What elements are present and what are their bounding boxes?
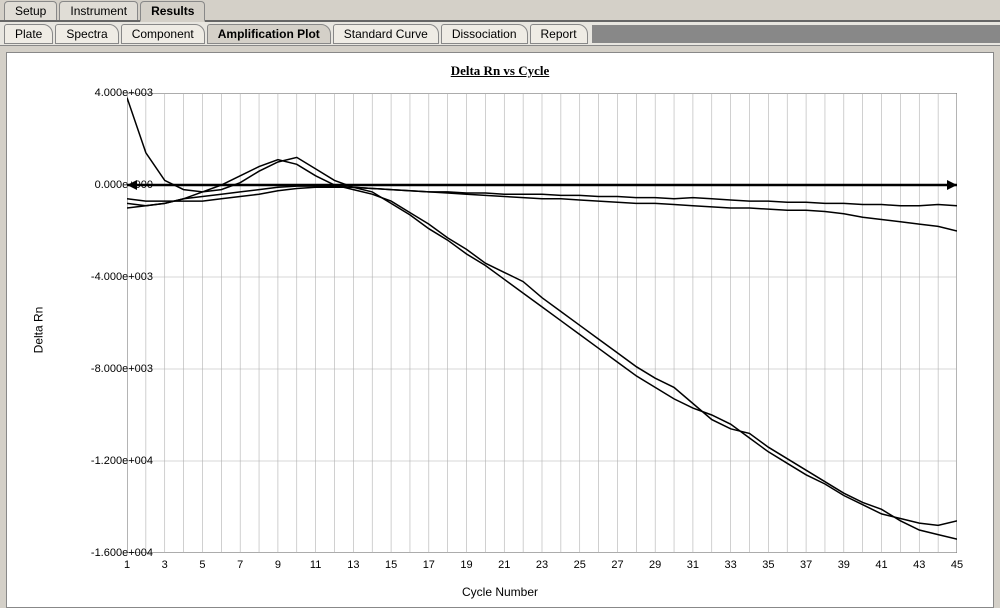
x-tick-label: 25 <box>574 559 586 571</box>
y-tick-label: 0.000e+000 <box>73 179 153 191</box>
x-tick-label: 11 <box>310 559 321 571</box>
x-tick-label: 7 <box>237 559 243 571</box>
x-axis-label: Cycle Number <box>462 585 538 599</box>
y-tick-label: 4.000e+003 <box>73 87 153 99</box>
x-tick-label: 33 <box>725 559 737 571</box>
y-tick-label: -1.600e+004 <box>73 547 153 559</box>
x-tick-label: 19 <box>460 559 472 571</box>
x-tick-label: 45 <box>951 559 963 571</box>
x-tick-label: 15 <box>385 559 397 571</box>
x-tick-label: 31 <box>687 559 699 571</box>
sub-tab-component[interactable]: Component <box>121 24 205 44</box>
y-tick-label: -4.000e+003 <box>73 271 153 283</box>
top-tab-instrument[interactable]: Instrument <box>59 1 138 20</box>
sub-tab-bar: PlateSpectraComponentAmplification PlotS… <box>0 22 1000 46</box>
x-tick-label: 5 <box>199 559 205 571</box>
x-tick-label: 35 <box>762 559 774 571</box>
sub-tab-standard-curve[interactable]: Standard Curve <box>333 24 439 44</box>
x-tick-label: 41 <box>875 559 887 571</box>
x-tick-label: 43 <box>913 559 925 571</box>
y-tick-label: -8.000e+003 <box>73 363 153 375</box>
x-tick-label: 39 <box>838 559 850 571</box>
x-tick-label: 23 <box>536 559 548 571</box>
x-tick-label: 21 <box>498 559 510 571</box>
chart-panel: Delta Rn vs Cycle Delta Rn Cycle Number … <box>6 52 994 608</box>
top-tab-results[interactable]: Results <box>140 1 205 22</box>
sub-tab-spectra[interactable]: Spectra <box>55 24 118 44</box>
amplification-plot <box>127 93 957 553</box>
x-tick-label: 3 <box>162 559 168 571</box>
chart-title: Delta Rn vs Cycle <box>451 63 550 79</box>
top-tab-setup[interactable]: Setup <box>4 1 57 20</box>
y-axis-label: Delta Rn <box>31 307 45 354</box>
y-tick-label: -1.200e+004 <box>73 455 153 467</box>
sub-tab-report[interactable]: Report <box>530 24 588 44</box>
x-tick-label: 1 <box>124 559 130 571</box>
x-tick-label: 17 <box>423 559 435 571</box>
sub-tab-plate[interactable]: Plate <box>4 24 53 44</box>
x-tick-label: 37 <box>800 559 812 571</box>
x-tick-label: 29 <box>649 559 661 571</box>
x-tick-label: 13 <box>347 559 359 571</box>
x-tick-label: 9 <box>275 559 281 571</box>
top-tab-bar: SetupInstrumentResults <box>0 0 1000 22</box>
x-tick-label: 27 <box>611 559 623 571</box>
sub-tab-amplification-plot[interactable]: Amplification Plot <box>207 24 331 44</box>
sub-tab-filler <box>592 25 1000 43</box>
sub-tab-dissociation[interactable]: Dissociation <box>441 24 528 44</box>
